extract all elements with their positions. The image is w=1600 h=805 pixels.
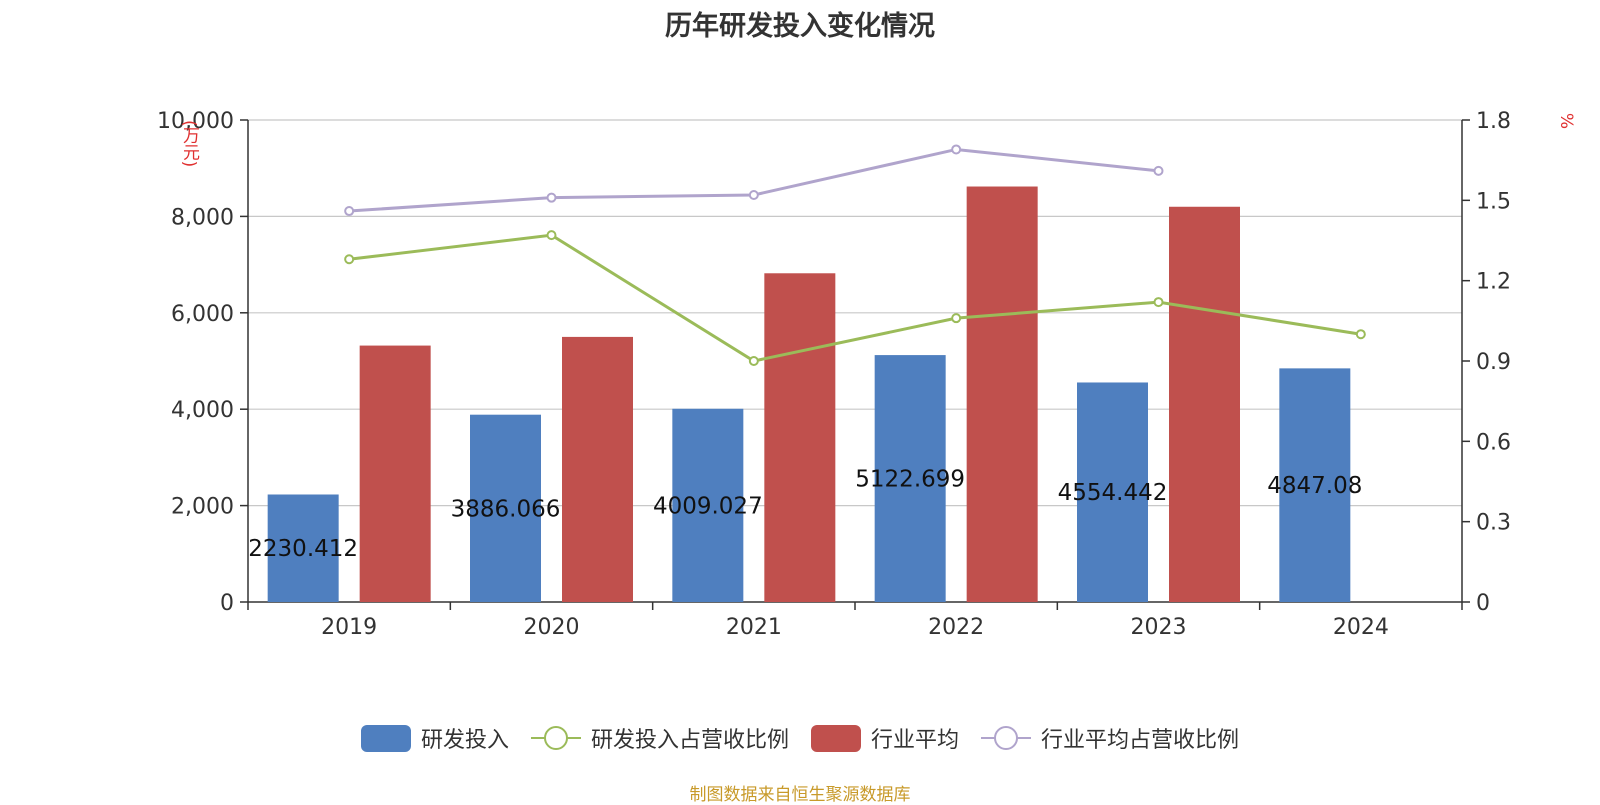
x-tick-label-5: 2024 xyxy=(1333,615,1389,640)
right-tick-label-2: 0.6 xyxy=(1476,430,1511,455)
point-industry-ratio-2019 xyxy=(344,206,355,217)
point-rd-ratio-2020 xyxy=(546,230,557,241)
point-rd-ratio-2019 xyxy=(344,254,355,265)
left-tick-label-1: 2,000 xyxy=(171,495,234,520)
x-tick-label-4: 2023 xyxy=(1131,615,1187,640)
right-tick-label-5: 1.5 xyxy=(1476,189,1511,214)
left-tick-label-0: 0 xyxy=(220,591,234,616)
data-label-rd-2023: 4554.442 xyxy=(1058,480,1168,506)
left-tick-label-5: 10,000 xyxy=(157,109,234,134)
legend: 研发投入 研发投入占营收比例 行业平均 行业平均占营收比例 xyxy=(0,720,1600,756)
point-industry-ratio-2023 xyxy=(1153,165,1164,176)
legend-label-rd-ratio: 研发投入占营收比例 xyxy=(590,728,789,753)
legend-item-rd[interactable]: 研发投入 xyxy=(360,722,509,754)
legend-swatch-industry-ratio xyxy=(981,724,1032,752)
point-industry-ratio-2020 xyxy=(546,192,557,203)
data-label-rd-2021: 4009.027 xyxy=(653,493,763,519)
x-tick-label-1: 2020 xyxy=(524,615,580,640)
legend-item-industry[interactable]: 行业平均 xyxy=(811,722,959,754)
left-tick-label-2: 4,000 xyxy=(171,398,234,423)
bar-rd-2024 xyxy=(1279,368,1351,602)
legend-label-industry: 行业平均 xyxy=(871,728,960,753)
x-tick-label-0: 2019 xyxy=(321,615,377,640)
left-tick-label-4: 8,000 xyxy=(171,205,234,230)
bar-industry-2020 xyxy=(562,336,633,602)
right-tick-label-1: 0.3 xyxy=(1476,511,1511,536)
right-tick-label-0: 0 xyxy=(1476,591,1490,616)
right-axis-unit: % xyxy=(1556,112,1577,130)
bar-rd-2021 xyxy=(672,408,744,602)
data-label-rd-2024: 4847.08 xyxy=(1267,473,1362,499)
point-rd-ratio-2024 xyxy=(1355,329,1366,340)
bar-industry-2023 xyxy=(1169,206,1240,602)
chart-title: 历年研发投入变化情况 xyxy=(665,11,935,42)
bar-rd-2020 xyxy=(470,414,541,602)
legend-swatch-rd xyxy=(360,724,411,752)
x-tick-label-3: 2022 xyxy=(928,615,984,640)
right-tick-label-3: 0.9 xyxy=(1476,350,1511,375)
point-rd-ratio-2023 xyxy=(1153,297,1164,308)
data-label-rd-2022: 5122.699 xyxy=(855,467,965,493)
bar-rd-2019 xyxy=(267,494,339,602)
right-tick-label-4: 1.2 xyxy=(1476,270,1511,295)
right-tick-label-6: 1.8 xyxy=(1476,109,1511,134)
line-rd-ratio xyxy=(348,233,1362,363)
bar-industry-2022 xyxy=(966,186,1038,603)
left-tick-label-3: 6,000 xyxy=(171,302,234,327)
left-axis-unit: (万元) xyxy=(179,120,199,168)
point-rd-ratio-2021 xyxy=(748,356,759,366)
data-label-rd-2020: 3886.066 xyxy=(451,496,561,522)
bar-industry-2019 xyxy=(359,345,431,602)
bar-industry-2021 xyxy=(764,273,836,602)
point-rd-ratio-2022 xyxy=(951,313,962,324)
point-industry-ratio-2021 xyxy=(748,189,759,200)
bar-rd-2022 xyxy=(874,355,946,602)
legend-item-industry-ratio[interactable]: 行业平均占营收比例 xyxy=(981,722,1239,754)
point-industry-ratio-2022 xyxy=(951,144,962,155)
bar-rd-2023 xyxy=(1077,382,1148,602)
x-tick-label-2: 2021 xyxy=(726,615,782,640)
data-label-rd-2019: 2230.412 xyxy=(248,536,358,562)
legend-label-industry-ratio: 行业平均占营收比例 xyxy=(1041,728,1240,753)
data-source: 制图数据来自恒生聚源数据库 xyxy=(689,785,911,805)
legend-swatch-industry xyxy=(811,724,861,752)
legend-swatch-rd-ratio xyxy=(530,724,581,752)
legend-item-rd-ratio[interactable]: 研发投入占营收比例 xyxy=(530,722,789,754)
legend-label-rd: 研发投入 xyxy=(420,728,509,753)
